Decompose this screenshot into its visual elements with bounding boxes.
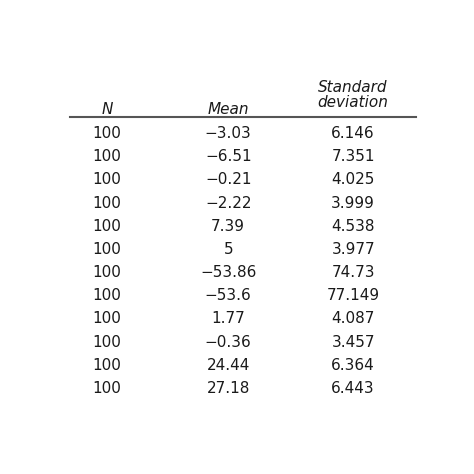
Text: 100: 100: [92, 335, 121, 350]
Text: 100: 100: [92, 149, 121, 164]
Text: 100: 100: [92, 219, 121, 234]
Text: 3.999: 3.999: [331, 196, 375, 210]
Text: 6.443: 6.443: [331, 381, 375, 396]
Text: N: N: [101, 102, 113, 117]
Text: 27.18: 27.18: [207, 381, 250, 396]
Text: 7.39: 7.39: [211, 219, 245, 234]
Text: −0.21: −0.21: [205, 173, 252, 187]
Text: 74.73: 74.73: [331, 265, 375, 280]
Text: 100: 100: [92, 173, 121, 187]
Text: deviation: deviation: [318, 95, 389, 110]
Text: 3.977: 3.977: [331, 242, 375, 257]
Text: 100: 100: [92, 381, 121, 396]
Text: 3.457: 3.457: [331, 335, 375, 350]
Text: 77.149: 77.149: [327, 288, 380, 303]
Text: 24.44: 24.44: [207, 358, 250, 373]
Text: Standard: Standard: [319, 81, 388, 95]
Text: 4.538: 4.538: [331, 219, 375, 234]
Text: −3.03: −3.03: [205, 126, 252, 141]
Text: −53.86: −53.86: [200, 265, 256, 280]
Text: −53.6: −53.6: [205, 288, 252, 303]
Text: 100: 100: [92, 288, 121, 303]
Text: 100: 100: [92, 358, 121, 373]
Text: 100: 100: [92, 311, 121, 327]
Text: −0.36: −0.36: [205, 335, 252, 350]
Text: 100: 100: [92, 126, 121, 141]
Text: 100: 100: [92, 242, 121, 257]
Text: 4.087: 4.087: [331, 311, 375, 327]
Text: 100: 100: [92, 265, 121, 280]
Text: Mean: Mean: [208, 102, 249, 117]
Text: 5: 5: [223, 242, 233, 257]
Text: 7.351: 7.351: [331, 149, 375, 164]
Text: 6.146: 6.146: [331, 126, 375, 141]
Text: 100: 100: [92, 196, 121, 210]
Text: 6.364: 6.364: [331, 358, 375, 373]
Text: −6.51: −6.51: [205, 149, 252, 164]
Text: 4.025: 4.025: [331, 173, 375, 187]
Text: 1.77: 1.77: [211, 311, 245, 327]
Text: −2.22: −2.22: [205, 196, 252, 210]
